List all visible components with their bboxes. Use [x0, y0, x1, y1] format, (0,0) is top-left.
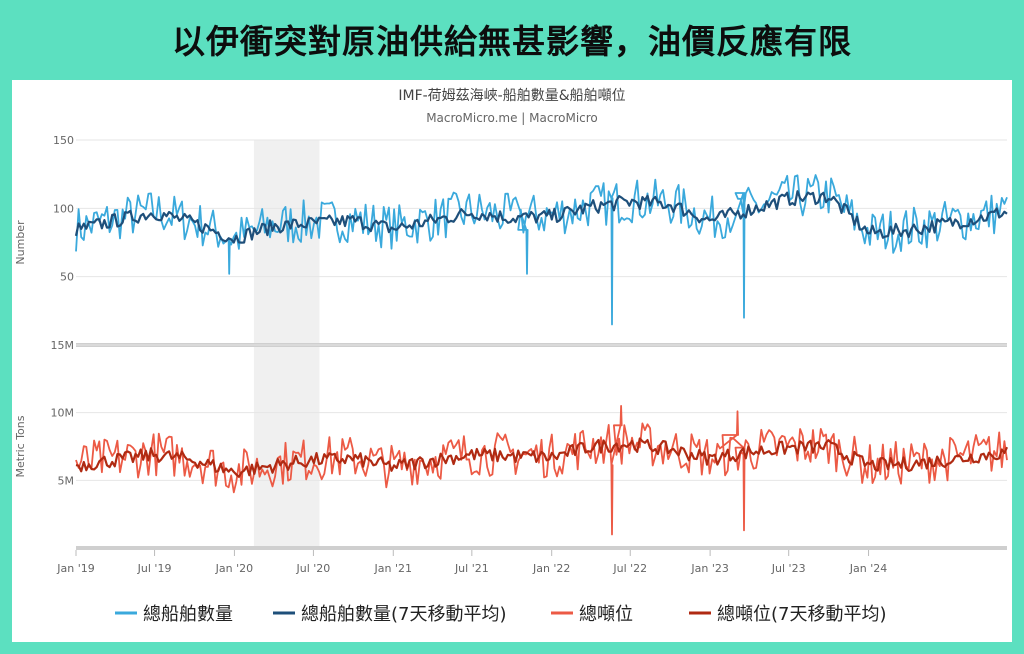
- y-tick-label: 100: [53, 202, 74, 215]
- plot-area: [74, 174, 1009, 536]
- x-tick-label: Jul '19: [137, 562, 172, 575]
- y-tick-label: 15M: [51, 339, 75, 352]
- series-line-count-avg: [74, 190, 1008, 244]
- chart-subtitle: MacroMicro.me | MacroMicro: [426, 111, 598, 125]
- chart-panel: IMF-荷姆茲海峽-船舶數量&船舶噸位 MacroMicro.me | Macr…: [12, 80, 1012, 642]
- legend-item-label[interactable]: 總船舶數量(7天移動平均): [301, 604, 507, 625]
- banner-title: 以伊衝突對原油供給無甚影響，油價反應有限: [172, 22, 852, 61]
- x-axis: Jan '19 Jul '19 Jan '20 Jul '20 Jan '21 Jul '…: [56, 550, 887, 575]
- series-line-count: [75, 174, 1008, 326]
- x-tick-label: Jul '22: [612, 562, 647, 575]
- x-tick-label: Jul '23: [771, 562, 806, 575]
- x-tick-label: Jan '22: [532, 562, 570, 575]
- y-tick-label: 50: [60, 271, 74, 284]
- y-tick-label: 10M: [51, 407, 75, 420]
- x-tick-label: Jul '21: [454, 562, 489, 575]
- y-tick-label: 150: [53, 134, 74, 147]
- legend[interactable]: 總船舶數量 總船舶數量(7天移動平均) 總噸位 總噸位(7天移動平均): [115, 604, 887, 625]
- upper-grid: 150 100 50 Number: [14, 134, 1007, 347]
- x-tick-label: Jan '19: [56, 562, 94, 575]
- y-tick-label: 5M: [58, 474, 75, 487]
- y-axis-label: Metric Tons: [14, 415, 27, 477]
- legend-item-label[interactable]: 總噸位(7天移動平均): [717, 604, 887, 625]
- x-tick-label: Jan '21: [374, 562, 412, 575]
- chart-svg: IMF-荷姆茲海峽-船舶數量&船舶噸位 MacroMicro.me | Macr…: [14, 88, 1009, 625]
- x-tick-label: Jan '20: [215, 562, 253, 575]
- series-line-tonnage: [75, 405, 1008, 536]
- legend-item-label[interactable]: 總船舶數量: [143, 604, 233, 625]
- y-axis-label: Number: [14, 220, 27, 265]
- lower-grid: 15M 10M 5M Metric Tons: [14, 339, 1007, 550]
- x-tick-label: Jan '23: [690, 562, 728, 575]
- series-line-tonnage-avg: [75, 437, 1009, 478]
- x-tick-label: Jan '24: [849, 562, 887, 575]
- x-tick-label: Jul '20: [296, 562, 331, 575]
- chart-title: IMF-荷姆茲海峽-船舶數量&船舶噸位: [398, 88, 625, 104]
- legend-item-label[interactable]: 總噸位: [579, 604, 633, 625]
